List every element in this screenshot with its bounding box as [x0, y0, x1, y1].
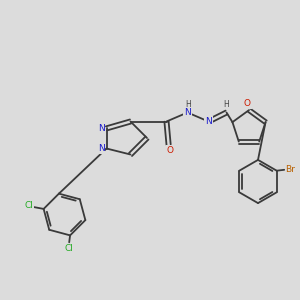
Text: N: N — [98, 124, 104, 133]
Text: Cl: Cl — [24, 201, 33, 210]
Text: N: N — [98, 144, 104, 153]
Text: O: O — [167, 146, 174, 155]
Text: O: O — [244, 99, 251, 108]
Text: Br: Br — [285, 165, 295, 174]
Text: N: N — [184, 108, 191, 117]
Text: Cl: Cl — [64, 244, 73, 253]
Text: H: H — [185, 100, 191, 109]
Text: N: N — [205, 117, 212, 126]
Text: H: H — [224, 100, 230, 109]
